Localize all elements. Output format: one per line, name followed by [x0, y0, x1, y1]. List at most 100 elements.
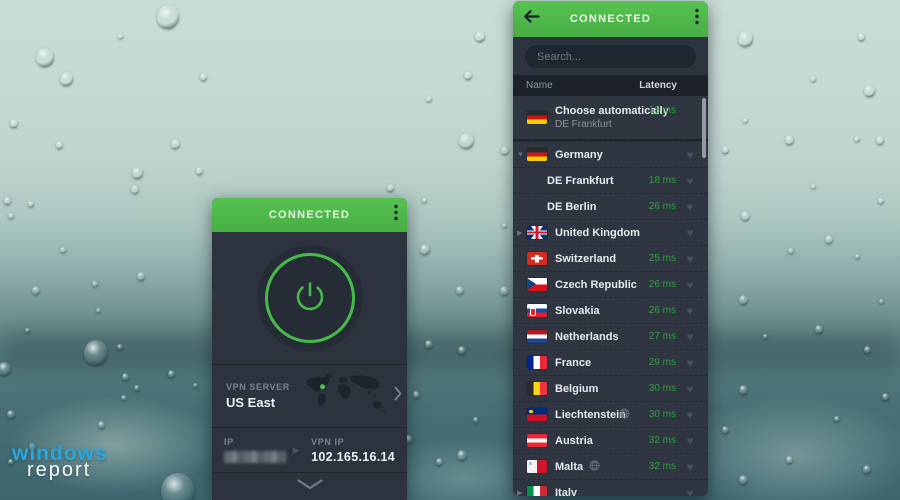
favorite-heart-icon[interactable]: ♥	[686, 225, 694, 240]
water-droplet	[742, 117, 748, 123]
vpn-ip-block: VPN IP 102.165.16.14	[305, 437, 395, 464]
water-droplet	[10, 119, 18, 128]
server-name: Germany	[555, 148, 603, 161]
server-row-switzerland[interactable]: Switzerland 25 ms ♥	[513, 245, 708, 271]
water-droplet	[36, 48, 54, 67]
water-droplet	[92, 281, 98, 287]
scrollbar-thumb[interactable]	[702, 98, 706, 158]
water-droplet	[857, 32, 865, 41]
water-droplet	[854, 136, 860, 142]
server-name-block: Italy	[555, 487, 577, 497]
favorite-heart-icon[interactable]: ♥	[686, 303, 694, 318]
favorite-heart-icon[interactable]: ♥	[686, 407, 694, 422]
favorite-heart-icon[interactable]: ♥	[686, 173, 694, 188]
water-droplet	[28, 201, 34, 207]
geo-located-globe-icon	[613, 406, 630, 424]
favorite-heart-icon[interactable]: ♥	[686, 381, 694, 396]
server-row-liechtenstein[interactable]: Liechtenstein 30 ms ♥	[513, 401, 708, 427]
water-droplet	[84, 340, 108, 366]
power-button[interactable]	[256, 245, 363, 351]
latency-value: 30 ms	[648, 409, 676, 420]
water-droplet	[426, 96, 432, 102]
water-droplet	[412, 390, 420, 399]
latency-value: 18 ms	[648, 175, 676, 186]
vpn-server-labels: VPN SERVER US East	[226, 382, 290, 410]
latency-value: 32 ms	[648, 435, 676, 446]
water-droplet	[881, 392, 889, 401]
kebab-menu-icon[interactable]	[695, 8, 699, 30]
server-row-netherlands[interactable]: Netherlands 27 ms ♥	[513, 323, 708, 349]
server-name-block: United Kingdom	[555, 227, 640, 239]
water-droplet	[195, 166, 203, 175]
power-button-ring	[264, 253, 355, 343]
favorite-heart-icon[interactable]: ♥	[686, 277, 694, 292]
water-droplet	[810, 183, 816, 189]
favorite-heart-icon[interactable]: ♥	[686, 251, 694, 266]
water-droplet	[740, 210, 750, 221]
water-droplet	[834, 416, 840, 422]
geo-located-globe-icon	[583, 458, 600, 476]
server-row-de-frankfurt[interactable]: DE Frankfurt 18 ms ♥	[513, 167, 708, 193]
expand-group-icon[interactable]: ▶	[517, 489, 523, 497]
kebab-menu-icon[interactable]	[394, 204, 398, 226]
logo-line-windows: windows	[12, 442, 108, 465]
server-row-choose-automatically[interactable]: Choose automatically DE Frankfurt 18 ms	[513, 96, 708, 141]
water-droplet	[457, 450, 467, 461]
water-droplet	[421, 197, 427, 203]
server-row-de-berlin[interactable]: DE Berlin 26 ms ♥	[513, 193, 708, 219]
favorite-heart-icon[interactable]: ♥	[686, 199, 694, 214]
vpn-server-row[interactable]: VPN SERVER US East	[212, 365, 407, 428]
column-header-name: Name	[526, 80, 553, 91]
world-map-icon	[300, 373, 388, 425]
favorite-heart-icon[interactable]: ♥	[686, 485, 694, 497]
water-droplet	[499, 285, 509, 296]
server-row-germany[interactable]: ▼ Germany ♥	[513, 141, 708, 167]
server-name: Austria	[555, 434, 593, 447]
server-row-italy[interactable]: ▶ Italy ♥	[513, 479, 708, 496]
expand-group-icon[interactable]: ▶	[517, 229, 523, 237]
server-row-belgium[interactable]: Belgium 30 ms ♥	[513, 375, 708, 401]
server-name: DE Berlin	[547, 200, 597, 213]
favorite-heart-icon[interactable]: ♥	[686, 355, 694, 370]
column-header-latency[interactable]: Latency	[639, 80, 677, 91]
server-row-czech-republic[interactable]: Czech Republic 26 ms ♥	[513, 271, 708, 297]
server-name-block: Czech Republic	[555, 279, 637, 291]
water-droplet	[32, 286, 40, 295]
water-droplet	[157, 5, 179, 29]
server-row-slovakia[interactable]: Slovakia 26 ms ♥	[513, 297, 708, 323]
latency-value: 32 ms	[648, 461, 676, 472]
server-name: France	[555, 356, 592, 369]
favorite-heart-icon[interactable]: ♥	[686, 459, 694, 474]
favorite-heart-icon[interactable]: ♥	[686, 147, 694, 162]
server-row-united-kingdom[interactable]: ▶ United Kingdom ♥	[513, 219, 708, 245]
server-name: Netherlands	[555, 330, 619, 343]
server-row-austria[interactable]: Austria 32 ms ♥	[513, 427, 708, 453]
water-droplet	[785, 455, 793, 464]
flag-it-icon	[527, 486, 547, 496]
power-section	[212, 232, 407, 365]
water-droplet	[475, 31, 485, 42]
server-name-block: Slovakia	[555, 305, 600, 317]
search-input[interactable]	[525, 45, 696, 68]
water-droplet	[117, 344, 123, 350]
expand-panel-button[interactable]	[212, 473, 407, 498]
collapse-group-icon[interactable]: ▼	[517, 151, 524, 158]
logo-line-report: report	[27, 459, 92, 481]
server-name: Malta	[555, 460, 584, 473]
vpn-ip-value: 102.165.16.14	[311, 449, 395, 464]
server-list-title-bar: CONNECTED	[513, 1, 708, 37]
water-droplet	[458, 346, 466, 355]
water-droplet	[464, 71, 472, 80]
background-horizon-band	[0, 330, 900, 370]
back-arrow-icon[interactable]	[523, 10, 540, 29]
favorite-heart-icon[interactable]: ♥	[686, 329, 694, 344]
water-droplet	[0, 361, 11, 376]
favorite-heart-icon[interactable]: ♥	[686, 433, 694, 448]
water-droplet	[55, 140, 63, 149]
water-droplet	[456, 286, 464, 295]
water-droplet	[420, 244, 430, 255]
server-name-block: DE Berlin	[547, 201, 597, 213]
water-droplet	[117, 33, 123, 39]
server-row-malta[interactable]: Malta 32 ms ♥	[513, 453, 708, 479]
server-row-france[interactable]: France 29 ms ♥	[513, 349, 708, 375]
